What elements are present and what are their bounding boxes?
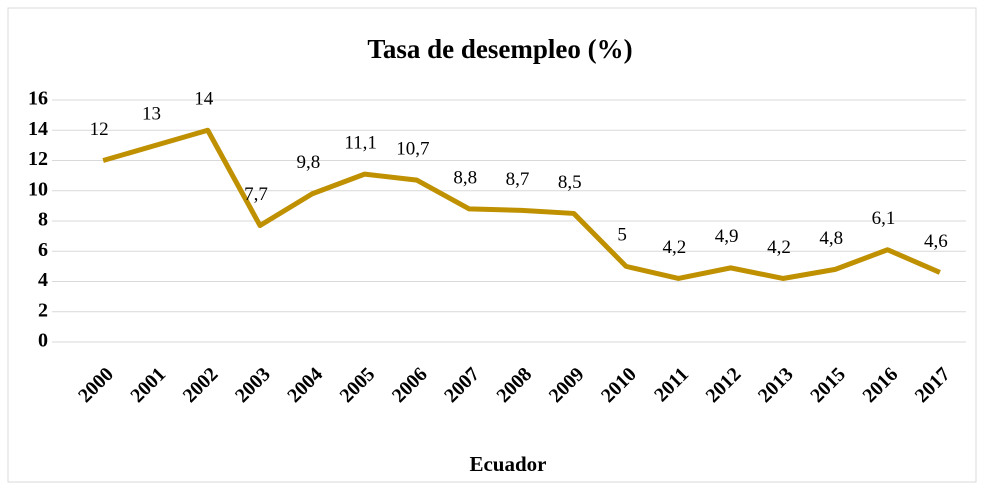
data-label: 4,2 [767,237,791,258]
data-label: 8,5 [558,172,582,193]
data-label: 8,7 [506,169,530,190]
data-label: 14 [194,89,214,110]
data-label: 4,9 [715,226,739,247]
data-label: 8,8 [453,167,477,188]
data-label: 6,1 [872,208,896,229]
data-label: 11,1 [344,132,377,153]
y-tick-label: 4 [38,269,48,291]
y-tick-label: 16 [28,88,48,110]
data-label: 9,8 [296,152,320,173]
data-label: 7,7 [244,184,268,205]
y-tick-label: 2 [38,299,48,321]
chart-frame [7,7,977,483]
data-label: 4,6 [924,231,948,252]
y-tick-label: 6 [38,239,48,261]
data-label: 5 [617,225,627,246]
data-label: 4,2 [663,237,687,258]
y-tick-label: 12 [28,148,48,170]
y-tick-label: 14 [28,118,48,140]
y-tick-label: 8 [38,209,48,231]
data-label: 10,7 [396,139,429,160]
data-label: 4,8 [819,228,843,249]
x-axis-label: Ecuador [469,452,546,476]
y-tick-label: 10 [28,178,48,200]
data-line [102,127,941,281]
data-label: 12 [90,119,109,140]
chart-title: Tasa de desempleo (%) [367,34,632,64]
y-tick-label: 0 [38,330,48,352]
data-label: 13 [142,104,161,125]
